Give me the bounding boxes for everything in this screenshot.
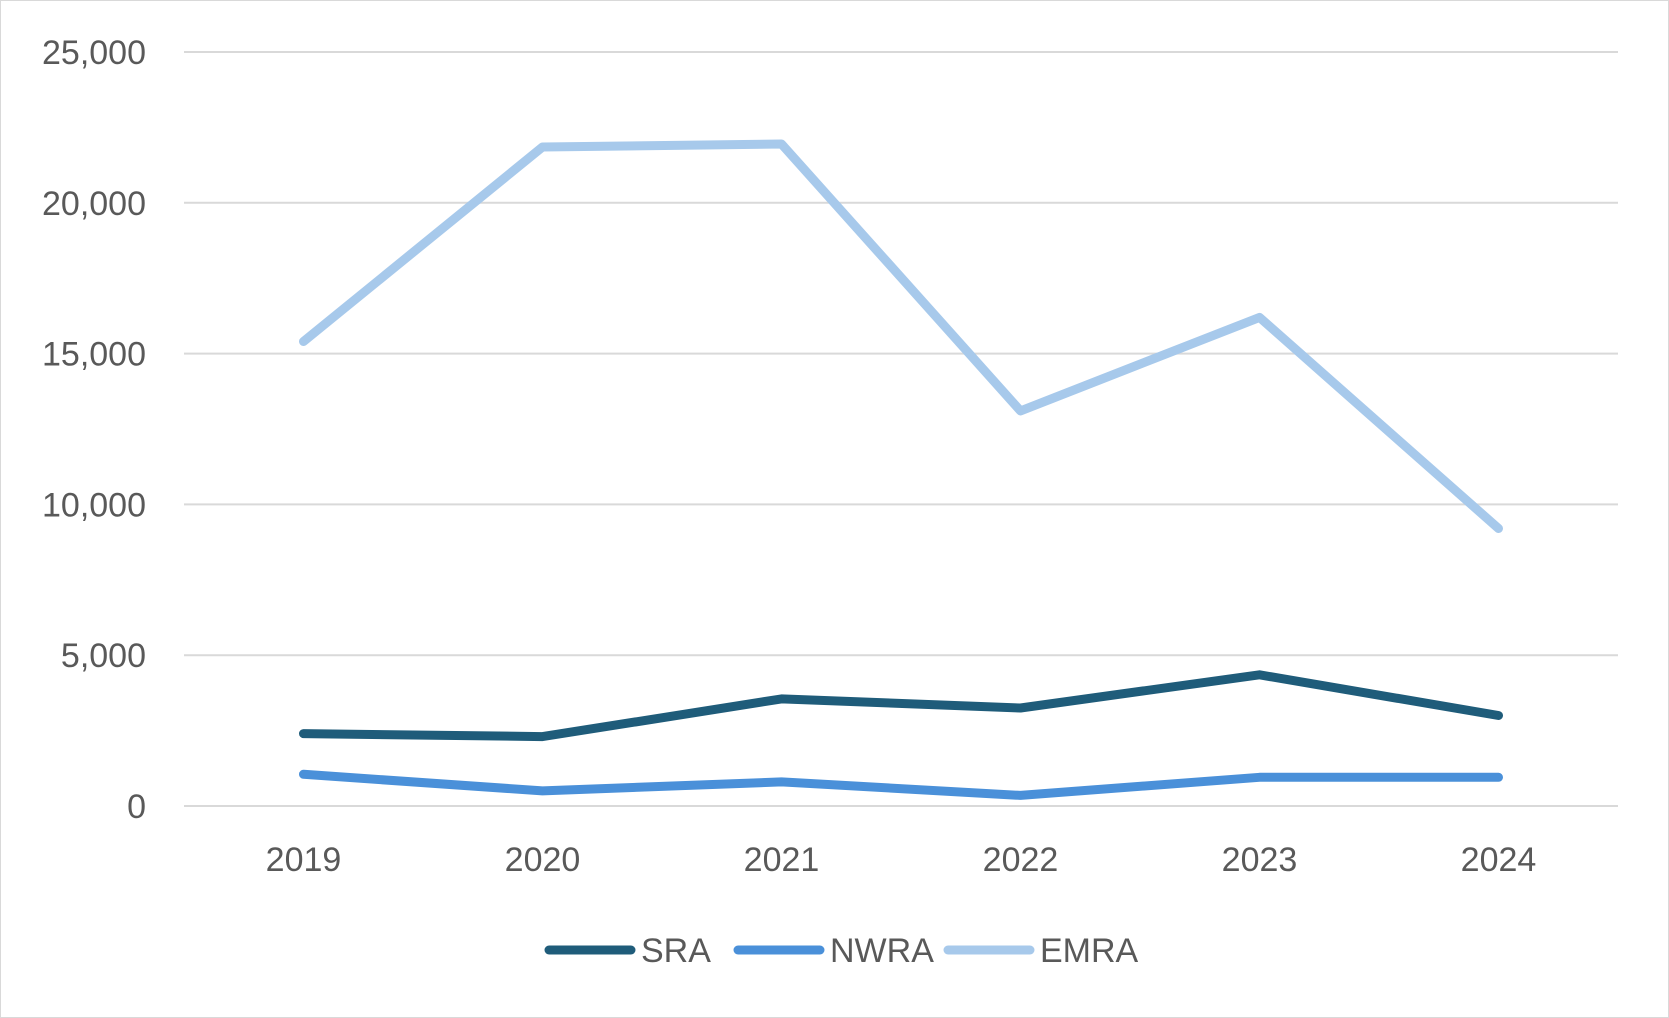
data-point-sra (542, 736, 543, 738)
y-tick-label: 5,000 (61, 637, 146, 675)
data-point-sra (303, 733, 304, 735)
legend-label-sra: SRA (641, 932, 711, 970)
data-point-emra (1498, 528, 1499, 530)
x-tick-label: 2022 (983, 841, 1059, 879)
legend-label-emra: EMRA (1040, 932, 1139, 970)
data-point-sra (1259, 674, 1260, 676)
x-tick-label: 2024 (1461, 841, 1537, 879)
y-tick-label: 0 (127, 788, 146, 826)
x-tick-label: 2021 (744, 841, 820, 879)
series-line-nwra (299, 769, 1503, 800)
legend: SRA NWRA EMRA (544, 932, 1139, 970)
data-point-sra (781, 698, 782, 700)
legend-label-nwra: NWRA (830, 932, 934, 970)
data-point-nwra (1498, 776, 1499, 778)
y-tick-label: 15,000 (42, 336, 146, 374)
data-point-nwra (1020, 794, 1021, 796)
data-point-emra (1020, 410, 1021, 412)
gridlines (184, 51, 1618, 807)
data-point-emra (781, 143, 782, 145)
x-tick-label: 2023 (1222, 841, 1298, 879)
data-point-emra (542, 146, 543, 148)
x-tick-label: 2020 (505, 841, 581, 879)
y-tick-label: 25,000 (42, 34, 146, 72)
y-tick-label: 10,000 (42, 486, 146, 524)
x-axis-ticks: 2019 2020 2021 2022 2023 2024 (266, 841, 1537, 879)
series-line-sra (299, 670, 1503, 742)
data-point-emra (1259, 316, 1260, 318)
data-point-nwra (303, 773, 304, 775)
data-point-nwra (781, 781, 782, 783)
y-axis-ticks: 0 5,000 10,000 15,000 20,000 25,000 (42, 34, 146, 826)
x-tick-label: 2019 (266, 841, 342, 879)
data-point-emra (303, 341, 304, 343)
data-point-sra (1020, 707, 1021, 709)
data-point-sra (1498, 715, 1499, 717)
series-line-emra (299, 139, 1503, 533)
series-lines (299, 139, 1503, 800)
data-point-nwra (1259, 776, 1260, 778)
y-tick-label: 20,000 (42, 185, 146, 223)
data-point-nwra (542, 790, 543, 792)
